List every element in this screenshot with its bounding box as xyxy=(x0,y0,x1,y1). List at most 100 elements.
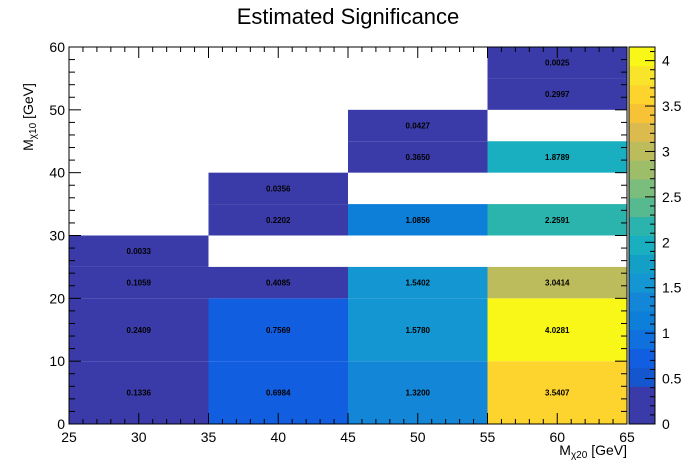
colorbar-segment xyxy=(629,122,655,142)
cell-value-label: 0.1059 xyxy=(127,279,152,288)
heatmap-cell xyxy=(348,204,488,236)
y-axis-label-sub: χ10 xyxy=(28,122,39,139)
cell-value-label: 0.7569 xyxy=(266,326,291,335)
x-axis-label: Mχ20 [GeV] xyxy=(559,442,627,461)
colorbar-segment xyxy=(629,235,655,255)
cell-value-label: 0.2997 xyxy=(545,90,570,99)
colorbar-segment xyxy=(629,386,655,406)
colorbar-segment xyxy=(629,84,655,105)
heatmap-cell xyxy=(487,298,627,362)
colorbar-tick-label: 1.5 xyxy=(662,280,682,296)
cell-value-label: 1.5402 xyxy=(406,279,431,288)
colorbar-segment xyxy=(629,367,655,387)
y-axis-label: Mχ10 [GeV] xyxy=(20,83,39,151)
heatmap-cell xyxy=(348,298,488,362)
x-tick-label: 25 xyxy=(61,429,77,445)
cell-value-label: 0.1336 xyxy=(127,389,152,398)
colorbar-segment xyxy=(629,292,655,312)
heatmap-cell xyxy=(487,141,627,173)
cell-value-label: 3.5407 xyxy=(545,389,570,398)
cell-value-label: 0.6984 xyxy=(266,389,291,398)
y-tick-label: 40 xyxy=(49,165,65,181)
x-tick-label: 45 xyxy=(340,429,356,445)
heatmap-cell xyxy=(69,235,209,267)
chart-title: Estimated Significance xyxy=(237,4,460,29)
cell-value-label: 4.0281 xyxy=(545,326,570,335)
heatmap-cell xyxy=(487,78,627,110)
cell-value-label: 1.0856 xyxy=(406,216,431,225)
x-tick-label: 50 xyxy=(410,429,426,445)
colorbar-segment xyxy=(629,216,655,236)
heatmap-cell xyxy=(487,204,627,236)
heatmap-cell xyxy=(348,266,488,299)
heatmap-cell xyxy=(208,204,348,236)
colorbar-tick-label: 3.5 xyxy=(662,98,682,114)
y-tick-label: 30 xyxy=(49,228,65,244)
cell-value-label: 0.2202 xyxy=(266,216,291,225)
colorbar-segment xyxy=(629,103,655,123)
colorbar-segment xyxy=(629,47,655,67)
x-axis: 25 30 35 40 45 50 55 60 65 xyxy=(61,47,635,445)
colorbar-tick-label: 0 xyxy=(662,416,670,432)
heatmap-cell xyxy=(348,109,488,142)
cell-value-label: 0.3650 xyxy=(406,153,431,162)
colorbar-segment xyxy=(629,273,655,293)
y-axis-label-main: M xyxy=(20,139,36,151)
heatmap-cells xyxy=(69,47,627,424)
y-tick-label: 0 xyxy=(57,416,65,432)
heatmap-cell xyxy=(487,266,627,299)
heatmap-cell xyxy=(208,266,348,299)
cell-value-label: 0.4085 xyxy=(266,279,291,288)
x-axis-label-main: M xyxy=(559,442,571,458)
colorbar-segment xyxy=(629,310,655,331)
cell-value-label: 1.8789 xyxy=(545,153,570,162)
cell-value-label: 0.0356 xyxy=(266,184,291,193)
heatmap-cell-labels: 0.1336 0.2409 0.1059 0.0033 0.6984 0.7569 0.40… xyxy=(127,59,571,398)
color-scale-bar: 0 0.5 1 1.5 2 2.5 3 3.5 4 xyxy=(628,46,682,432)
y-axis: 0 10 20 30 40 50 60 xyxy=(49,39,627,432)
x-axis-label-sub: χ20 xyxy=(571,450,588,461)
x-tick-label: 60 xyxy=(549,429,565,445)
cell-value-label: 2.2591 xyxy=(545,216,570,225)
heatmap-cell xyxy=(69,298,209,362)
colorbar-segment xyxy=(629,197,655,218)
colorbar-tick-label: 1 xyxy=(662,325,670,341)
cell-value-label: 0.2409 xyxy=(127,326,152,335)
y-axis-label-unit: [GeV] xyxy=(20,83,36,123)
cell-value-label: 3.0414 xyxy=(545,279,570,288)
y-tick-label: 20 xyxy=(49,290,65,306)
colorbar-segment xyxy=(629,160,655,180)
heatmap-cell xyxy=(69,266,209,299)
heatmap-cell xyxy=(208,172,348,205)
colorbar-tick-label: 2.5 xyxy=(662,189,682,205)
y-tick-label: 10 xyxy=(49,353,65,369)
cell-value-label: 1.3200 xyxy=(406,389,431,398)
x-tick-label: 35 xyxy=(201,429,217,445)
colorbar-tick-label: 0.5 xyxy=(662,371,682,387)
colorbar-segment xyxy=(629,178,655,199)
cell-value-label: 1.5780 xyxy=(406,326,431,335)
x-tick-label: 30 xyxy=(131,429,147,445)
heatmap-cell xyxy=(348,141,488,173)
colorbar-segment xyxy=(629,254,655,274)
colorbar-tick-label: 4 xyxy=(662,53,670,69)
x-tick-label: 65 xyxy=(619,429,635,445)
y-tick-label: 60 xyxy=(49,39,65,55)
cell-value-label: 0.0025 xyxy=(545,59,570,68)
x-axis-label-unit: [GeV] xyxy=(587,442,627,458)
colorbar-tick-label: 3 xyxy=(662,143,670,159)
cell-value-label: 0.0033 xyxy=(127,247,152,256)
x-tick-label: 55 xyxy=(480,429,496,445)
colorbar-segment xyxy=(629,141,655,161)
colorbar-segment xyxy=(629,329,655,350)
heatmap-cell xyxy=(208,298,348,362)
cell-value-label: 0.0427 xyxy=(406,122,431,131)
x-tick-label: 40 xyxy=(270,429,286,445)
colorbar-frame xyxy=(628,46,656,425)
colorbar-segment xyxy=(629,405,655,425)
colorbar-tick-label: 2 xyxy=(662,234,670,250)
y-tick-label: 50 xyxy=(49,102,65,118)
colorbar-segment xyxy=(629,65,655,86)
colorbar-segment xyxy=(629,348,655,368)
